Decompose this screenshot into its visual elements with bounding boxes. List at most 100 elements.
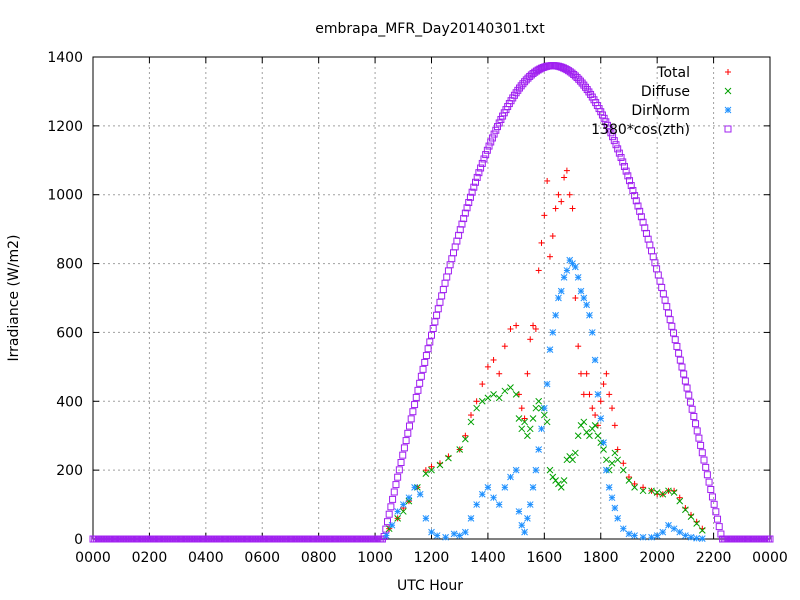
data-point xyxy=(693,534,701,542)
curve-point xyxy=(695,434,703,442)
data-point xyxy=(538,425,545,433)
data-point xyxy=(566,191,573,198)
data-point xyxy=(515,391,522,398)
data-point xyxy=(608,494,616,502)
data-point xyxy=(513,322,520,329)
data-point xyxy=(399,501,407,508)
curve-point xyxy=(686,398,694,406)
legend: Total Diffuse DirNorm 1380*cos(zth) xyxy=(591,65,732,138)
data-point xyxy=(603,466,610,474)
data-point xyxy=(597,398,604,405)
curve-point xyxy=(429,325,437,333)
data-point xyxy=(526,425,534,433)
curve-point xyxy=(627,182,635,190)
data-point xyxy=(591,356,599,364)
data-point xyxy=(518,425,526,433)
data-point xyxy=(572,263,579,271)
data-point xyxy=(532,325,539,332)
legend-label: DirNorm xyxy=(631,103,690,119)
data-point xyxy=(524,370,531,377)
curve-point xyxy=(692,420,700,428)
data-point xyxy=(614,446,621,453)
curve-point xyxy=(389,495,397,503)
data-point xyxy=(575,343,582,350)
data-point xyxy=(507,325,514,332)
data-point xyxy=(456,532,464,539)
data-point xyxy=(561,174,568,181)
data-point xyxy=(600,439,607,446)
curve-point xyxy=(390,488,398,496)
curve-point xyxy=(424,345,432,353)
curve-point xyxy=(485,142,493,150)
data-point xyxy=(428,463,435,470)
data-point xyxy=(546,466,554,474)
data-point xyxy=(526,501,534,508)
curve-point xyxy=(624,172,632,180)
data-point xyxy=(588,329,596,336)
data-point xyxy=(594,391,602,398)
y-tick-label: 400 xyxy=(56,394,83,410)
curve-point xyxy=(644,235,652,243)
data-point xyxy=(383,532,390,539)
curve-point xyxy=(480,155,488,163)
data-point xyxy=(422,514,430,522)
curve-point xyxy=(710,500,718,508)
curve-point xyxy=(714,515,722,523)
data-point xyxy=(521,418,528,426)
curve-point xyxy=(404,429,412,437)
x-tick-label: 0600 xyxy=(244,550,280,566)
legend-marker xyxy=(725,69,731,75)
series-1380-cos-zth- xyxy=(89,62,774,543)
x-tick-label: 1400 xyxy=(470,550,506,566)
curve-point xyxy=(461,209,469,217)
data-point xyxy=(540,411,548,419)
data-point xyxy=(515,508,523,515)
data-point xyxy=(535,446,543,453)
data-point xyxy=(484,484,492,491)
curve-point xyxy=(637,213,645,221)
curve-point xyxy=(407,415,415,423)
data-point xyxy=(631,480,638,487)
legend-marker xyxy=(724,125,732,133)
data-point xyxy=(555,294,562,302)
curve-point xyxy=(680,370,688,378)
legend-label: 1380*cos(zth) xyxy=(591,122,690,138)
data-point xyxy=(512,391,520,398)
curve-point xyxy=(649,253,657,261)
curve-point xyxy=(632,197,640,205)
curve-point xyxy=(411,401,419,409)
y-tick-label: 1200 xyxy=(47,119,83,135)
curve-point xyxy=(438,292,446,300)
curve-point xyxy=(416,379,424,387)
curve-point xyxy=(675,349,683,357)
data-point xyxy=(563,267,571,274)
curve-point xyxy=(673,342,681,350)
curve-point xyxy=(397,458,405,466)
data-point xyxy=(535,267,542,274)
data-point xyxy=(490,494,497,502)
data-point xyxy=(450,530,458,538)
data-point xyxy=(541,212,548,219)
data-point xyxy=(484,363,491,370)
series-dirnorm xyxy=(383,256,706,543)
data-point xyxy=(648,533,655,541)
data-point xyxy=(600,446,607,453)
data-point xyxy=(620,460,627,467)
curve-point xyxy=(444,267,452,275)
x-tick-label: 1600 xyxy=(527,550,563,566)
curve-point xyxy=(653,265,661,273)
curve-point xyxy=(626,177,634,185)
data-point xyxy=(563,167,570,174)
curve-point xyxy=(658,283,666,291)
data-point xyxy=(687,513,695,520)
curve-point xyxy=(715,523,723,531)
data-point xyxy=(619,525,627,533)
data-point xyxy=(467,418,475,426)
curve-point xyxy=(648,247,656,255)
curve-point xyxy=(453,237,461,245)
data-point xyxy=(549,233,556,240)
data-point xyxy=(625,474,632,481)
data-point xyxy=(495,394,503,402)
curve-point xyxy=(494,123,502,131)
y-tick-label: 0 xyxy=(74,532,83,548)
